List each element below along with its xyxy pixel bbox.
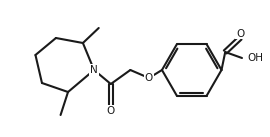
- Text: OH: OH: [248, 53, 264, 63]
- Text: O: O: [236, 29, 244, 39]
- Text: N: N: [90, 65, 98, 75]
- Text: O: O: [145, 73, 153, 83]
- Text: O: O: [107, 106, 115, 116]
